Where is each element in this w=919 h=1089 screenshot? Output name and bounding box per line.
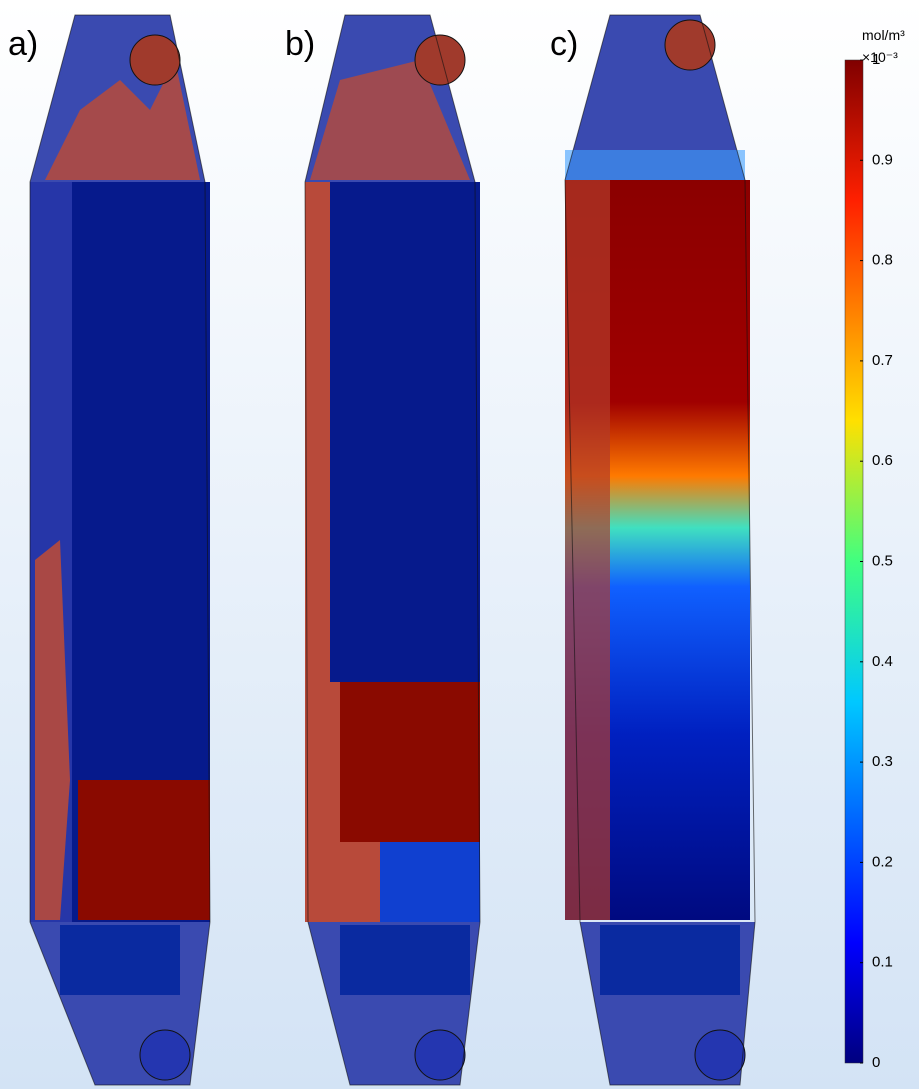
colorbar-tick-label: 1	[872, 51, 880, 68]
colorbar-tick-label: 0.6	[872, 452, 893, 469]
panel-label: a)	[8, 25, 38, 63]
panel-label: c)	[550, 25, 578, 63]
colorbar-tick-label: 0.2	[872, 853, 893, 870]
colorbar-tick-label: 0.3	[872, 753, 893, 770]
reactor-c	[564, 14, 756, 1086]
colorbar-multiplier: ×10⁻³	[862, 49, 898, 65]
colorbar-tick-label: 0.7	[872, 352, 893, 369]
colorbar-tick-label: 0.9	[872, 151, 893, 168]
colorbar-tick-label: 0.5	[872, 552, 893, 569]
panel-label: b)	[285, 25, 315, 63]
colorbar-tick-label: 0	[872, 1054, 880, 1071]
colorbar-unit: mol/m³	[862, 27, 905, 43]
reactor-b	[304, 14, 481, 1086]
colorbar-tick-label: 0.1	[872, 954, 893, 971]
reactor-a	[29, 14, 211, 1086]
colorbar-tick-label: 0.8	[872, 252, 893, 269]
colorbar-tick-label: 0.4	[872, 653, 893, 670]
